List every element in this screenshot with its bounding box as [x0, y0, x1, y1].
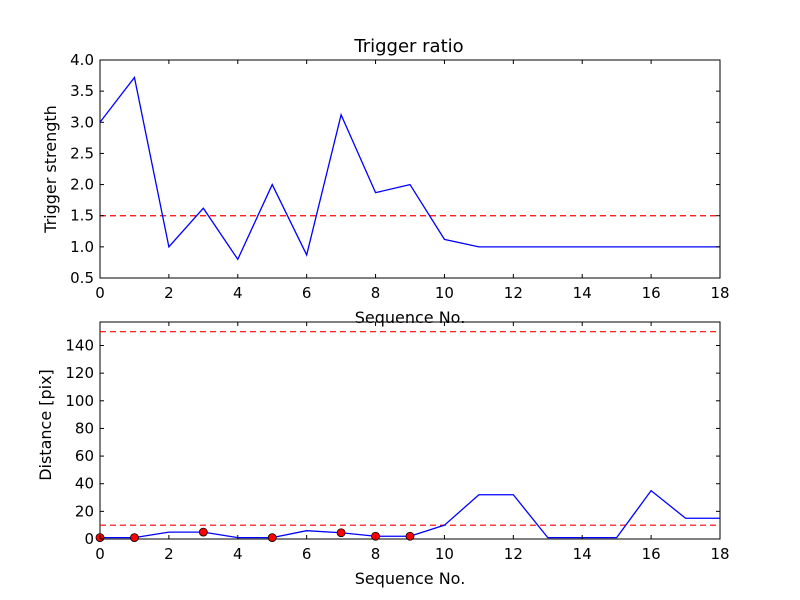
x-tick-label: 14 [573, 284, 592, 302]
y-tick-label: 20 [75, 502, 94, 520]
x-axis-ticks: 0 2 4 6 8 10 12 14 16 18 [95, 60, 730, 302]
data-point [267, 533, 277, 543]
data-point [198, 527, 208, 537]
y-tick-label: 2.0 [70, 176, 94, 194]
x-tick-label: 12 [504, 545, 523, 563]
series-line [99, 75, 720, 261]
x-axis-ticks: 0 2 4 6 8 10 12 14 16 18 [95, 322, 730, 563]
y-tick-label: 3.0 [70, 113, 94, 131]
x-tick-label: 8 [371, 545, 381, 563]
y-tick-label: 1.5 [70, 207, 94, 225]
x-tick-label: 2 [164, 284, 174, 302]
series-group [99, 75, 720, 261]
y-axis-ticks: 0 20 40 60 80 100 120 140 [65, 336, 720, 548]
data-point [405, 531, 415, 541]
y-tick-label: 1.0 [70, 238, 94, 256]
x-tick-label: 2 [164, 545, 174, 563]
x-tick-label: 0 [95, 284, 105, 302]
y-tick-label: 120 [65, 364, 94, 382]
y-tick-label: 40 [75, 475, 94, 493]
plot-frame [99, 59, 721, 279]
x-tick-label: 16 [642, 284, 661, 302]
x-tick-label: 10 [435, 545, 454, 563]
y-tick-label: 2.5 [70, 144, 94, 162]
x-tick-label: 18 [710, 284, 729, 302]
y-tick-label: 3.5 [70, 82, 94, 100]
x-tick-label: 8 [371, 284, 381, 302]
chart-distance: 0 2 4 6 8 10 12 14 16 18 0 20 40 60 80 100 120 140 Seque… [36, 321, 730, 588]
x-axis-label: Sequence No. [355, 308, 466, 327]
data-point [336, 528, 346, 538]
y-tick-label: 4.0 [70, 51, 94, 69]
chart-title: Trigger ratio [353, 36, 463, 57]
x-tick-label: 6 [302, 284, 312, 302]
x-tick-label: 12 [504, 284, 523, 302]
y-tick-label: 0 [84, 530, 94, 548]
x-tick-label: 16 [642, 545, 661, 563]
y-tick-label: 140 [65, 336, 94, 354]
data-point [130, 533, 139, 543]
chart-trigger-ratio: Trigger ratio 0 2 4 6 8 10 12 14 16 18 0.5 1.0 1.5 2… [41, 36, 730, 327]
x-tick-label: 0 [95, 545, 105, 563]
x-tick-label: 14 [573, 545, 592, 563]
y-tick-label: 60 [75, 447, 94, 465]
y-tick-label: 0.5 [70, 269, 94, 287]
y-tick-label: 80 [75, 419, 94, 437]
y-axis-label: Trigger strength [41, 105, 60, 234]
x-tick-label: 4 [233, 545, 243, 563]
x-tick-label: 10 [435, 284, 454, 302]
y-axis-ticks: 0.5 1.0 1.5 2.0 2.5 3.0 3.5 4.0 [70, 51, 720, 287]
x-axis-label: Sequence No. [355, 569, 466, 588]
x-tick-label: 18 [710, 545, 729, 563]
threshold-lines [100, 331, 720, 526]
y-tick-label: 100 [65, 392, 94, 410]
x-tick-label: 6 [302, 545, 312, 563]
y-axis-label: Distance [pix] [36, 369, 55, 481]
x-tick-label: 4 [233, 284, 243, 302]
